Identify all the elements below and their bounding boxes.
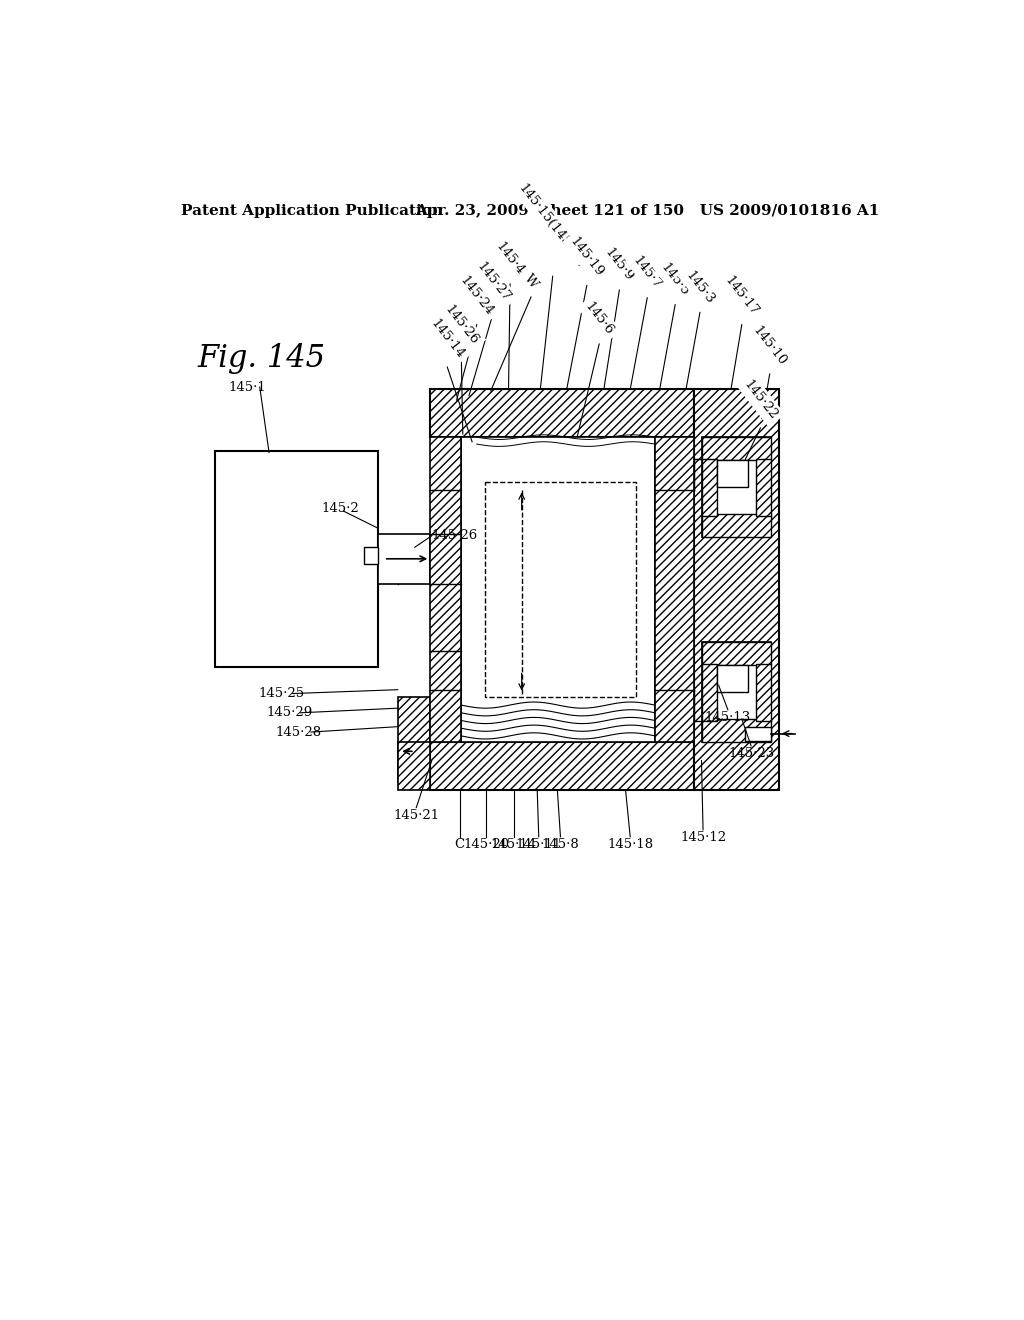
Bar <box>756 459 771 516</box>
Text: 145·5: 145·5 <box>658 261 692 298</box>
Bar <box>397 742 430 789</box>
Text: Patent Application Publication: Patent Application Publication <box>180 203 442 218</box>
Text: 145·11: 145·11 <box>516 837 562 850</box>
Text: 145·20: 145·20 <box>463 837 509 850</box>
Bar <box>693 389 779 789</box>
Text: 145·14: 145·14 <box>428 317 467 360</box>
Text: 145·7: 145·7 <box>631 253 664 292</box>
Text: 145·14: 145·14 <box>490 837 537 850</box>
Text: Apr. 23, 2009  Sheet 121 of 150   US 2009/0101816 A1: Apr. 23, 2009 Sheet 121 of 150 US 2009/0… <box>415 203 880 218</box>
Bar <box>701 459 717 516</box>
Bar <box>744 726 771 741</box>
Bar <box>430 742 693 789</box>
Bar <box>701 642 771 665</box>
Bar <box>430 437 461 742</box>
Text: 145·15(145·16): 145·15(145·16) <box>516 181 590 271</box>
Text: 145·3: 145·3 <box>683 268 717 306</box>
Bar <box>484 482 636 697</box>
Bar <box>378 535 430 585</box>
Text: 145·10: 145·10 <box>751 323 790 368</box>
Text: 145·4: 145·4 <box>494 240 526 277</box>
Text: 145·29: 145·29 <box>266 706 312 719</box>
Text: 145·26: 145·26 <box>442 302 480 347</box>
Text: 145·18: 145·18 <box>607 837 653 850</box>
Bar <box>701 642 771 742</box>
Bar <box>701 515 771 537</box>
Text: 145·13: 145·13 <box>705 711 751 725</box>
Bar <box>756 664 771 721</box>
Bar <box>430 389 693 437</box>
Bar <box>717 461 748 487</box>
Text: 145·2: 145·2 <box>322 502 359 515</box>
Bar <box>655 437 693 742</box>
Bar <box>701 664 717 721</box>
Text: 145·25: 145·25 <box>258 686 304 700</box>
Text: 145·28: 145·28 <box>275 726 322 739</box>
Bar <box>701 437 771 461</box>
Text: 145·1: 145·1 <box>228 380 266 393</box>
Text: 145·6: 145·6 <box>583 300 616 338</box>
Text: 145·24: 145·24 <box>458 275 496 318</box>
Text: W: W <box>521 272 541 290</box>
Text: C: C <box>455 837 465 850</box>
Text: 145·9: 145·9 <box>602 246 636 284</box>
Bar <box>397 697 430 781</box>
Bar <box>701 437 771 537</box>
Bar <box>717 665 748 692</box>
Text: 145·23: 145·23 <box>728 747 774 760</box>
Text: Fig. 145: Fig. 145 <box>198 343 326 374</box>
Text: 145·21: 145·21 <box>393 809 439 822</box>
Text: 145·26: 145·26 <box>432 529 478 543</box>
Bar <box>461 437 655 742</box>
Bar <box>365 548 378 564</box>
Bar <box>701 719 771 742</box>
Text: 145·27: 145·27 <box>474 260 513 305</box>
Text: 145·17: 145·17 <box>723 275 761 318</box>
Text: 145·22: 145·22 <box>741 378 779 422</box>
Text: 145·8: 145·8 <box>542 837 580 850</box>
Bar <box>215 451 378 667</box>
Text: 145·19: 145·19 <box>567 235 606 280</box>
Text: 145·12: 145·12 <box>680 832 726 845</box>
